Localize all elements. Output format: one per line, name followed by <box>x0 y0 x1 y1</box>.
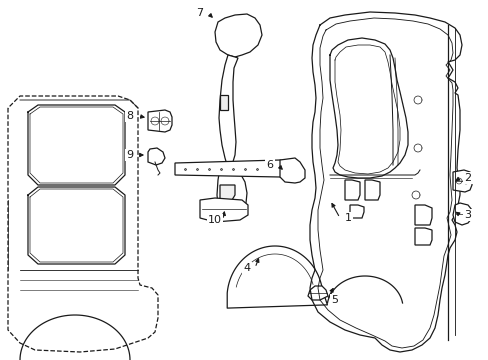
Polygon shape <box>219 55 238 168</box>
Polygon shape <box>414 228 431 245</box>
Text: 1: 1 <box>344 213 351 223</box>
Polygon shape <box>220 185 235 200</box>
Text: 10: 10 <box>207 215 222 225</box>
Text: 8: 8 <box>126 111 133 121</box>
Polygon shape <box>345 180 359 200</box>
Polygon shape <box>307 286 327 300</box>
Polygon shape <box>220 95 227 110</box>
Text: 6: 6 <box>266 160 273 170</box>
Polygon shape <box>148 110 172 132</box>
Polygon shape <box>215 14 262 57</box>
Polygon shape <box>452 203 471 225</box>
Text: 2: 2 <box>464 173 470 183</box>
Text: 4: 4 <box>243 263 250 273</box>
Polygon shape <box>349 205 363 218</box>
Polygon shape <box>414 205 431 225</box>
Text: 5: 5 <box>331 295 338 305</box>
Polygon shape <box>148 148 164 165</box>
Polygon shape <box>217 167 246 215</box>
Text: 9: 9 <box>126 150 133 160</box>
Polygon shape <box>452 170 471 192</box>
Polygon shape <box>364 180 379 200</box>
Text: 7: 7 <box>196 8 203 18</box>
Polygon shape <box>280 158 305 183</box>
Polygon shape <box>200 198 247 222</box>
Polygon shape <box>175 160 294 177</box>
Text: 3: 3 <box>464 210 470 220</box>
